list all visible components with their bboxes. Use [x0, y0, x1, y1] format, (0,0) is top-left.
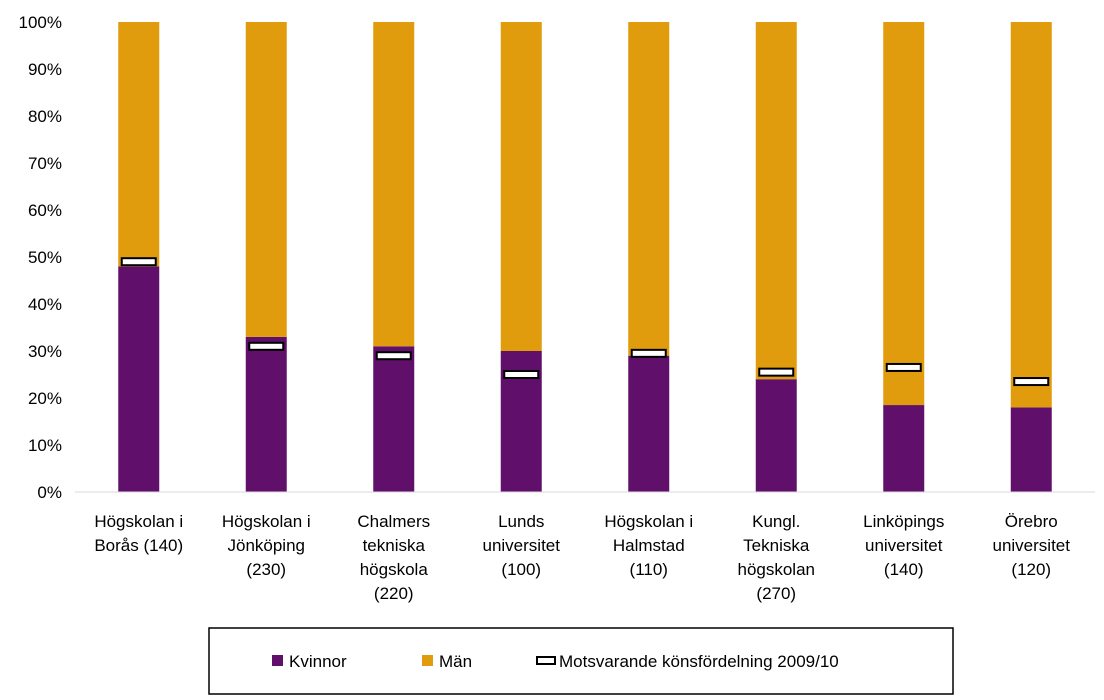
legend-label-man: Män	[439, 652, 472, 671]
x-tick-label: Högskolan i Jönköping (230)	[222, 512, 311, 579]
y-tick-label: 0%	[37, 483, 62, 502]
x-tick-label: Linköpings universitet (140)	[863, 512, 944, 579]
marker-2009-10	[503, 370, 540, 379]
x-tick-label: Lunds universitet (100)	[483, 512, 561, 579]
y-tick-label: 50%	[28, 248, 62, 267]
y-tick-label: 70%	[28, 154, 62, 173]
bar-segment-man	[118, 22, 160, 267]
bar-segment-man	[373, 22, 415, 347]
bar-segment-kvinnor	[373, 346, 415, 492]
marker-2009-10	[758, 367, 795, 377]
y-tick-label: 60%	[28, 201, 62, 220]
x-tick-label: Högskolan i Borås (140)	[94, 512, 183, 555]
y-tick-label: 20%	[28, 389, 62, 408]
legend-label-kvinnor: Kvinnor	[289, 652, 347, 671]
bar-segment-man	[500, 22, 542, 351]
bars	[118, 22, 1052, 492]
legend-box	[208, 627, 954, 695]
marker-2009-10	[120, 257, 157, 267]
y-tick-label: 30%	[28, 342, 62, 361]
legend-swatch-kvinnor	[272, 655, 283, 666]
y-tick-label: 10%	[28, 436, 62, 455]
bar-segment-man	[883, 22, 925, 406]
bar-segment-kvinnor	[883, 405, 925, 492]
bar-segment-kvinnor	[118, 266, 160, 492]
y-tick-label: 100%	[19, 13, 62, 32]
markers	[120, 257, 1050, 387]
x-tick-label: Chalmers tekniska högskola (220)	[357, 512, 430, 603]
x-tick-label: Örebro universitet (120)	[993, 512, 1071, 579]
bar-segment-man	[245, 22, 287, 337]
y-axis: 0% 10% 20% 30% 40% 50% 60% 70% 80% 90% 100%	[19, 13, 62, 502]
y-tick-label: 80%	[28, 107, 62, 126]
marker-2009-10	[375, 351, 412, 361]
bar-segment-kvinnor	[1010, 407, 1052, 492]
y-tick-label: 90%	[28, 60, 62, 79]
bar-segment-man	[755, 22, 797, 380]
y-tick-label: 40%	[28, 295, 62, 314]
bar-segment-man	[1010, 22, 1052, 408]
marker-2009-10	[630, 348, 667, 358]
bar-segment-kvinnor	[245, 336, 287, 492]
legend-swatch-marker	[536, 656, 556, 665]
legend: Kvinnor Män Motsvarande könsfördelning 2…	[208, 627, 954, 695]
bar-segment-kvinnor	[755, 379, 797, 492]
x-tick-label: Kungl. Tekniska högskolan (270)	[737, 512, 815, 603]
legend-swatch-man	[422, 655, 433, 666]
marker-2009-10	[1013, 377, 1050, 387]
marker-2009-10	[885, 362, 922, 372]
x-tick-label: Högskolan i Halmstad (110)	[604, 512, 693, 579]
legend-label-marker: Motsvarande könsfördelning 2009/10	[559, 652, 839, 671]
x-axis: Högskolan i Borås (140) Högskolan i Jönköpi…	[75, 491, 1095, 603]
bar-segment-kvinnor	[628, 355, 670, 492]
marker-2009-10	[248, 341, 285, 351]
bar-segment-man	[628, 22, 670, 356]
